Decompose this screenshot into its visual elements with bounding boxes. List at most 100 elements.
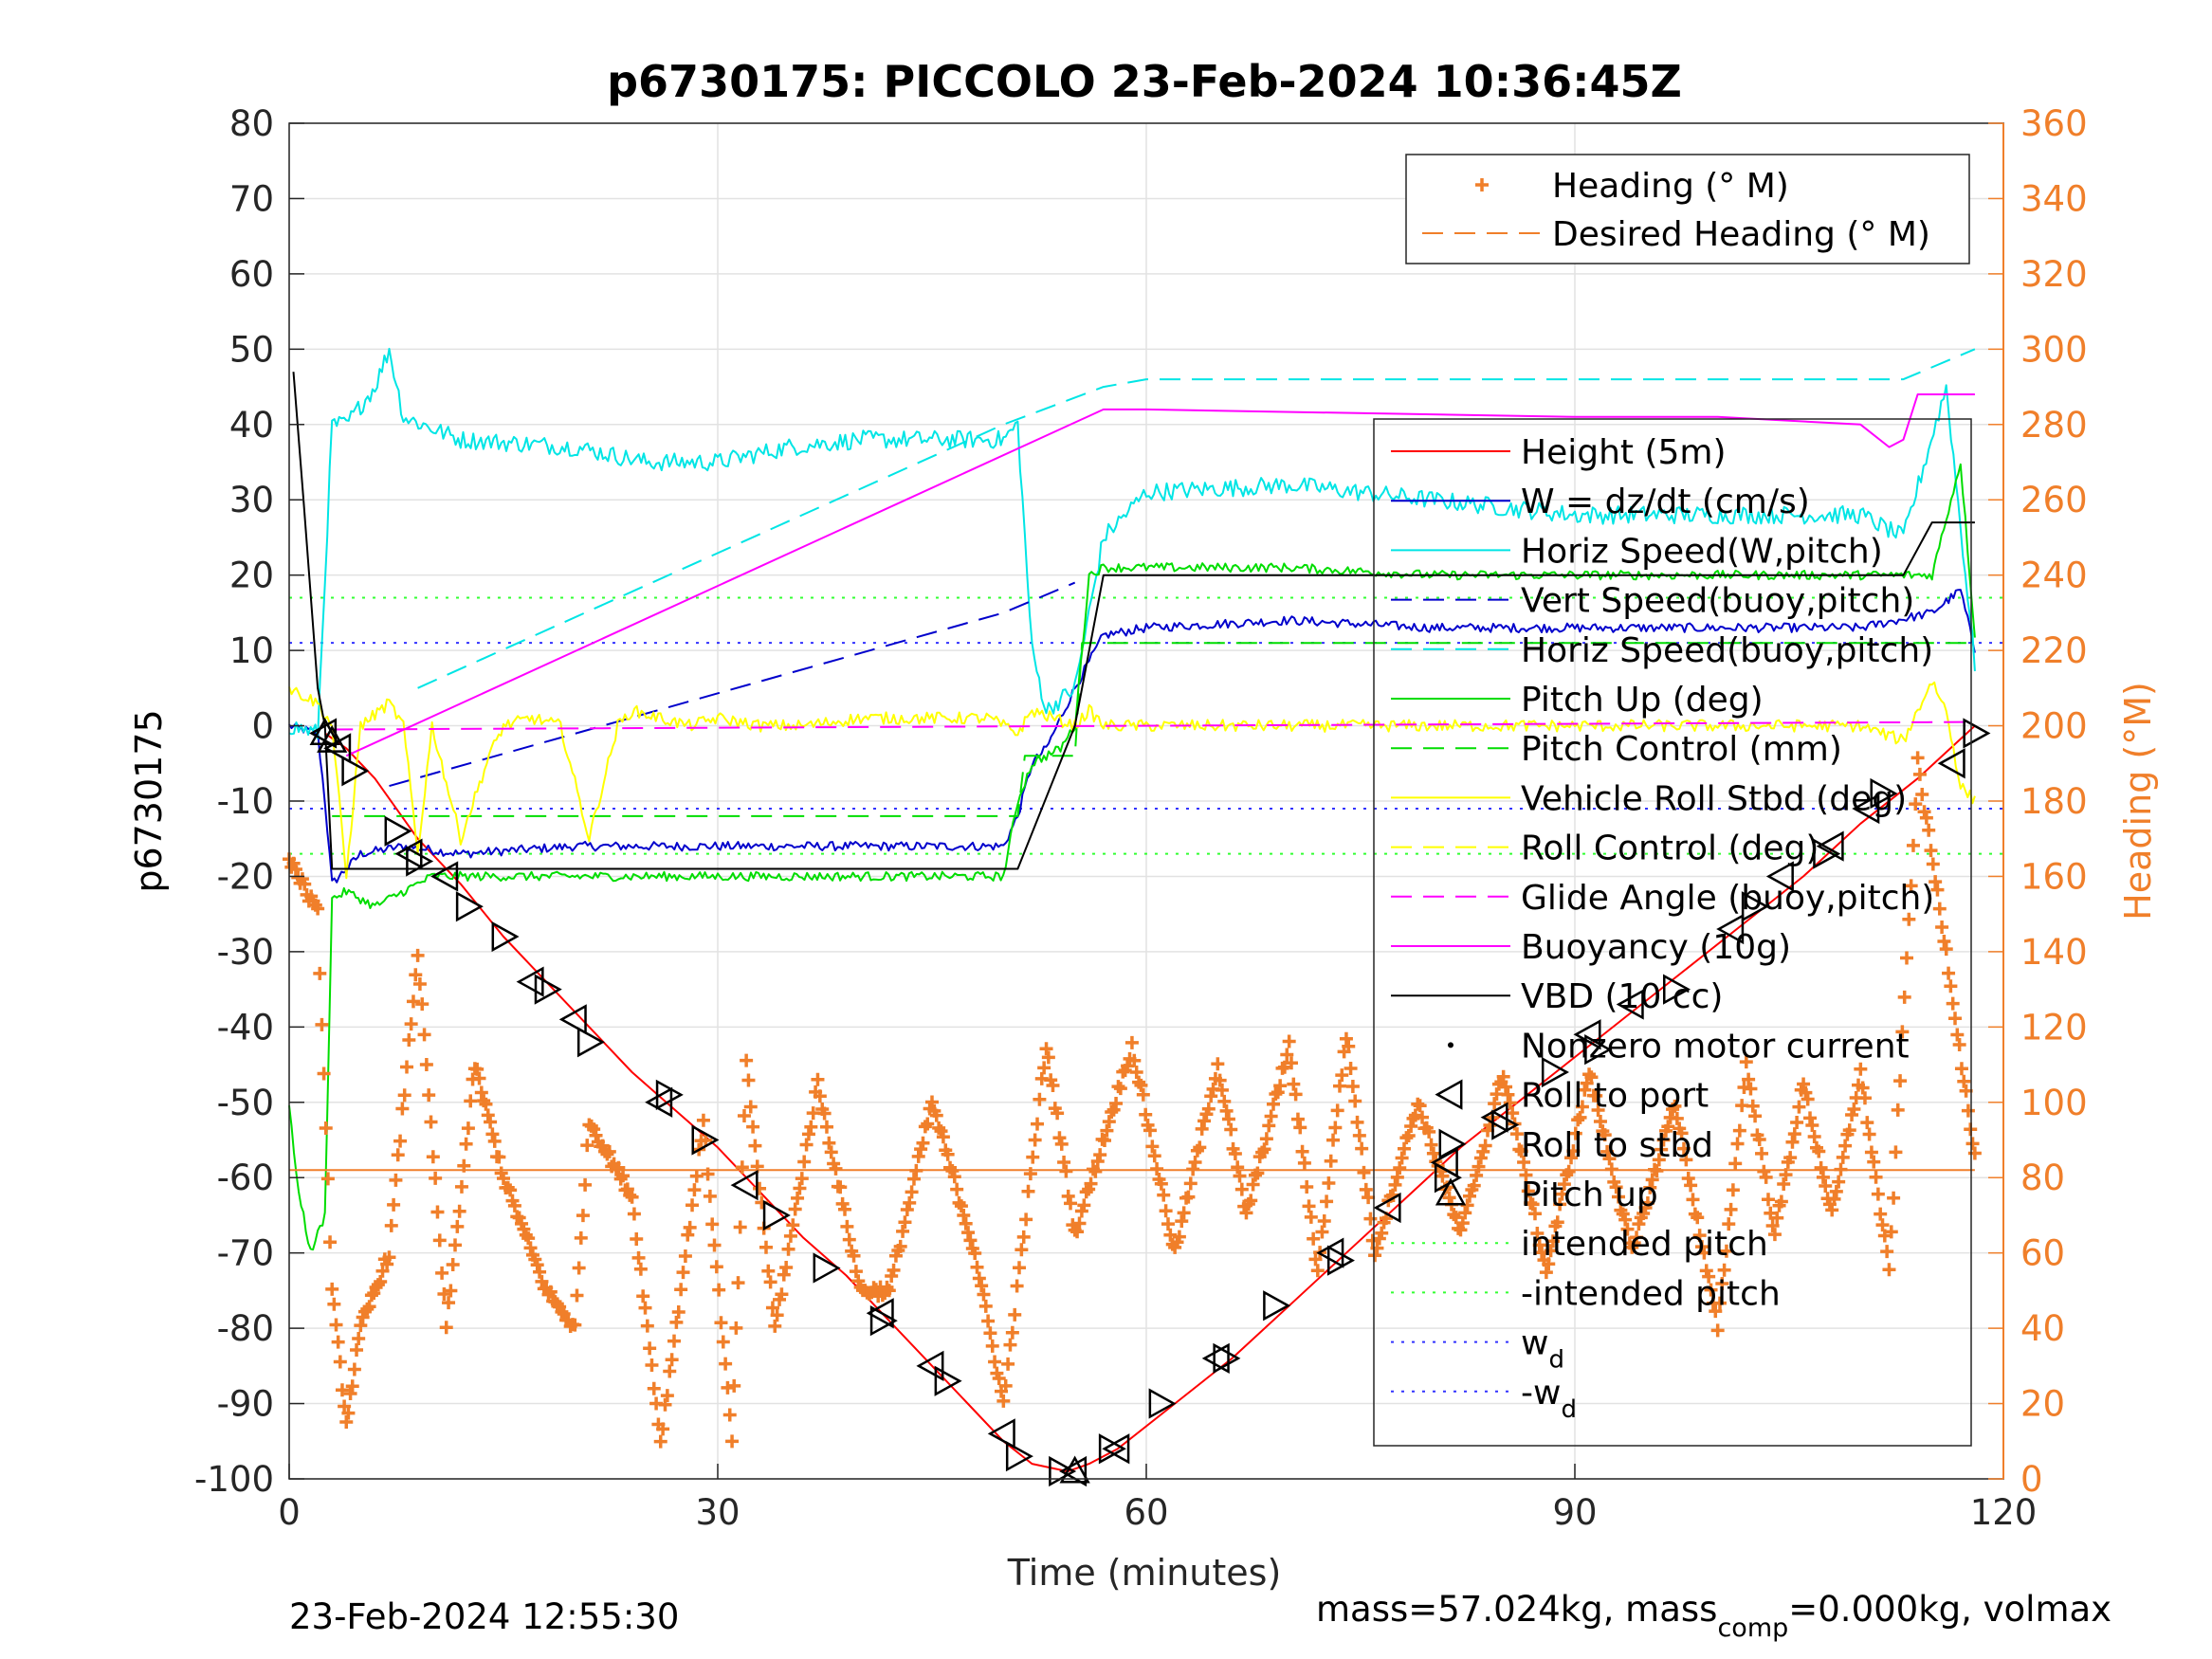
heading-point	[470, 1062, 484, 1076]
y-tick-label: 80	[229, 103, 274, 144]
heading-point	[313, 966, 327, 980]
heading-point	[1293, 1121, 1307, 1135]
heading-point	[791, 1191, 805, 1205]
heading-point	[1965, 1137, 1980, 1151]
heading-point	[1304, 1210, 1318, 1224]
heading-point	[1546, 1234, 1560, 1249]
heading-point	[1856, 1081, 1870, 1095]
heading-point	[1163, 1228, 1178, 1242]
heading-point	[1310, 1264, 1325, 1278]
legend-label: -wd	[1521, 1374, 1577, 1424]
heading-point	[1102, 1115, 1116, 1129]
roll-to-stbd-marker	[1213, 1342, 1241, 1375]
heading-point	[1077, 1198, 1091, 1212]
heading-point	[1656, 1133, 1671, 1147]
roll-to-stbd-marker	[341, 756, 370, 787]
series-buoyancy-10g	[345, 393, 1975, 757]
heading-point	[1330, 1103, 1344, 1118]
heading-point	[406, 994, 420, 1009]
roll-to-port-marker	[1316, 1237, 1344, 1268]
heading-point	[1028, 1133, 1042, 1147]
heading-point	[1924, 844, 1938, 858]
heading-point	[633, 1262, 648, 1276]
heading-point	[1568, 1126, 1582, 1140]
heading-point	[740, 1053, 754, 1067]
heading-point	[972, 1271, 986, 1285]
heading-point	[1611, 1190, 1625, 1204]
heading-point	[1875, 1218, 1890, 1232]
heading-point	[1942, 966, 1956, 980]
heading-point	[288, 863, 302, 877]
heading-point	[382, 1250, 396, 1265]
heading-point	[1031, 1117, 1045, 1131]
heading-point	[669, 1315, 684, 1329]
heading-point	[1362, 1191, 1376, 1205]
heading-point	[612, 1160, 626, 1175]
heading-point	[1328, 1121, 1343, 1135]
legend-label: Roll to port	[1521, 1077, 1709, 1116]
heading-point	[1632, 1217, 1646, 1231]
heading-point	[1530, 1226, 1545, 1240]
heading-point	[323, 1235, 338, 1249]
heading-point	[1197, 1114, 1212, 1128]
heading-point	[389, 1173, 403, 1187]
heading-point	[1829, 1184, 1843, 1198]
heading-point	[487, 1134, 502, 1148]
heading-point	[1370, 1241, 1384, 1255]
heading-point	[1157, 1188, 1171, 1202]
heading-point	[1154, 1176, 1168, 1191]
y2-tick-label: 100	[2020, 1083, 2088, 1123]
heading-point	[746, 1120, 760, 1134]
heading-point	[763, 1275, 777, 1289]
heading-point	[1739, 1055, 1753, 1069]
y-tick-label: -50	[217, 1083, 274, 1123]
heading-point	[1527, 1207, 1542, 1221]
heading-point	[1857, 1091, 1872, 1105]
heading-point	[448, 1238, 463, 1252]
heading-point	[412, 977, 427, 992]
heading-point	[576, 1209, 590, 1223]
heading-point	[1175, 1214, 1189, 1229]
heading-point	[429, 1171, 443, 1185]
heading-point	[1490, 1087, 1504, 1102]
heading-point	[975, 1279, 989, 1293]
heading-point	[432, 1233, 447, 1248]
heading-point	[1426, 1146, 1440, 1160]
roll-to-stbd-marker	[655, 1079, 684, 1110]
heading-point	[1761, 1193, 1775, 1207]
heading-point	[484, 1115, 498, 1129]
heading-point	[364, 1288, 378, 1303]
y-tick-label: 10	[229, 630, 274, 671]
heading-point	[1807, 1129, 1821, 1143]
heading-point	[1271, 1085, 1285, 1100]
heading-point	[1015, 1243, 1029, 1257]
heading-point	[1143, 1123, 1157, 1138]
heading-point	[1838, 1139, 1853, 1153]
heading-point	[1145, 1139, 1160, 1154]
heading-point	[1064, 1196, 1078, 1211]
legend-label: Pitch Up (deg)	[1521, 681, 1764, 720]
heading-point	[660, 1389, 674, 1403]
y-tick-label: 70	[229, 178, 274, 219]
heading-point	[1098, 1134, 1112, 1148]
heading-point	[1181, 1190, 1196, 1204]
heading-point	[1496, 1069, 1510, 1084]
heading-point	[1712, 1296, 1727, 1310]
heading-point	[829, 1161, 843, 1176]
series-w-dz-dt-cm-s	[288, 589, 1976, 884]
heading-point	[1895, 1025, 1910, 1039]
heading-point	[354, 1319, 368, 1333]
roll-to-port-marker	[1480, 1102, 1508, 1133]
x-tick-label: 0	[278, 1492, 301, 1533]
heading-point	[1535, 1246, 1549, 1260]
series-horiz-speed-w-pitch	[288, 347, 1976, 739]
heading-point	[530, 1258, 544, 1272]
heading-point	[1643, 1180, 1657, 1194]
heading-point	[797, 1155, 812, 1169]
y2-tick-label: 200	[2020, 706, 2088, 747]
heading-point	[893, 1239, 907, 1253]
y2-tick-label: 180	[2020, 781, 2088, 822]
roll-to-port-marker	[730, 1170, 759, 1201]
heading-point	[1335, 1068, 1349, 1083]
heading-point	[1458, 1206, 1472, 1220]
